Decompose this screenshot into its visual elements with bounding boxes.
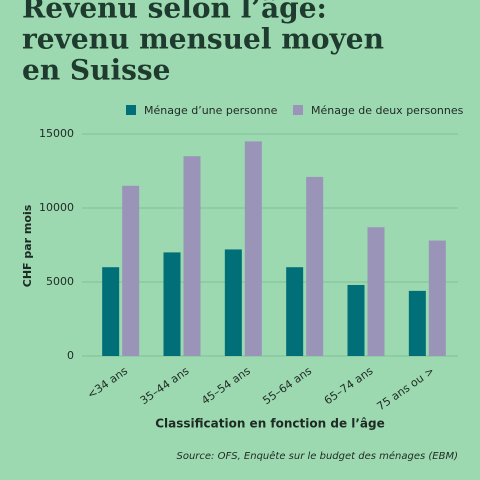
title-line: en Suisse	[22, 54, 170, 87]
bar	[224, 249, 242, 356]
bar	[183, 156, 201, 356]
bar	[408, 290, 426, 356]
title-line: revenu mensuel moyen	[22, 23, 384, 56]
title-line: Revenu selon l’âge:	[22, 0, 327, 25]
bar	[306, 176, 324, 356]
y-tick-label: 15000	[39, 127, 74, 140]
legend-label: Ménage de deux personnes	[311, 104, 464, 117]
bar	[244, 141, 262, 356]
legend-swatch	[293, 105, 303, 115]
y-tick-label: 0	[67, 349, 74, 362]
bar	[367, 227, 385, 356]
x-axis-label: Classification en fonction de l’âge	[155, 417, 385, 431]
bar	[102, 267, 120, 356]
bar	[347, 284, 365, 356]
y-axis-label: CHF par mois	[21, 204, 34, 287]
bar	[122, 185, 140, 356]
y-tick-label: 5000	[46, 275, 74, 288]
bar	[286, 267, 304, 356]
legend-label: Ménage d’une personne	[144, 104, 278, 117]
bar	[163, 252, 181, 356]
legend-swatch	[126, 105, 136, 115]
y-tick-label: 10000	[39, 201, 74, 214]
bar	[428, 240, 446, 356]
source: Source: OFS, Enquête sur le budget des m…	[176, 450, 458, 462]
